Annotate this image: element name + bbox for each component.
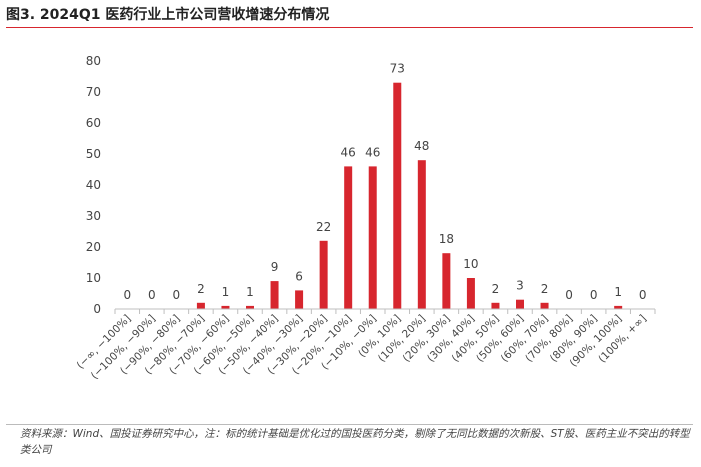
data-label: 2 (541, 282, 549, 296)
bar (221, 305, 230, 309)
data-label: 1 (614, 285, 622, 299)
title-divider (6, 27, 693, 28)
bar (196, 302, 205, 309)
y-tick-label: 10 (86, 271, 101, 285)
y-tick-label: 40 (86, 178, 101, 192)
bar (344, 166, 353, 309)
bar-series (196, 82, 623, 309)
data-label: 3 (516, 279, 524, 293)
y-tick-label: 60 (86, 116, 101, 130)
data-label: 73 (390, 62, 405, 76)
source-note: 资料来源：Wind、国投证券研究中心，注：标的统计基础是优化过的国投医药分类，剔… (20, 428, 690, 456)
bar (466, 278, 475, 309)
data-label: 46 (365, 145, 380, 159)
y-tick-label: 20 (86, 240, 101, 254)
bar (246, 305, 254, 309)
y-tick-label: 70 (86, 85, 101, 99)
data-label: 6 (295, 269, 303, 283)
bar (319, 240, 328, 309)
y-tick-label: 50 (86, 147, 101, 161)
y-tick-label: 0 (93, 302, 101, 316)
data-label: 2 (492, 282, 500, 296)
y-tick-label: 30 (86, 209, 101, 223)
bar (368, 166, 377, 309)
y-tick-label: 80 (86, 54, 101, 68)
bar (491, 302, 500, 309)
bar (614, 305, 623, 309)
data-label: 22 (316, 220, 331, 234)
y-axis: 0 10 20 30 40 50 60 70 80 (86, 54, 101, 316)
data-label: 46 (341, 145, 356, 159)
data-label: 1 (222, 285, 230, 299)
data-label: 0 (173, 288, 181, 302)
data-label: 1 (246, 285, 254, 299)
bar (393, 82, 402, 309)
data-label: 9 (271, 260, 279, 274)
data-label: 2 (197, 282, 205, 296)
data-label: 10 (463, 257, 478, 271)
bar (295, 290, 304, 309)
data-label: 48 (414, 139, 429, 153)
bar (417, 160, 426, 309)
data-label: 0 (565, 288, 573, 302)
data-label: 0 (639, 288, 647, 302)
bar (516, 299, 524, 309)
bar (442, 253, 451, 309)
data-label: 0 (123, 288, 131, 302)
data-label: 0 (148, 288, 156, 302)
chart-title: 图3. 2024Q1 医药行业上市公司营收增速分布情况 (6, 7, 330, 23)
data-label: 0 (590, 288, 598, 302)
source-divider (6, 424, 693, 425)
bar (540, 302, 549, 309)
bar (270, 281, 279, 309)
data-label: 18 (439, 232, 454, 246)
x-axis-labels: (−∞, −100%](−100%, −90%](−90%, −80%](−80… (75, 309, 656, 382)
